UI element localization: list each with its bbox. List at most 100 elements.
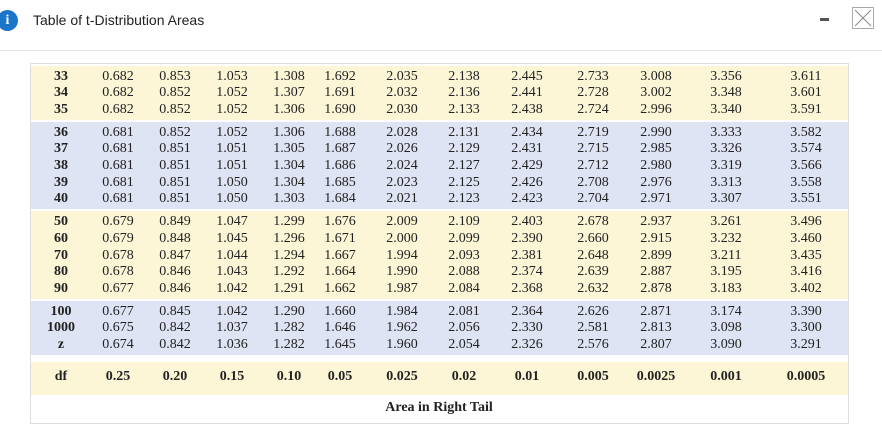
df-label: 60 — [54, 230, 68, 246]
table-cell: 2.326 — [511, 337, 543, 352]
table-cell: 1.045 — [216, 230, 248, 246]
table: 33 0.682 0.853 1.053 1.308 1.692 2.035 2.138 2.4… — [30, 63, 849, 424]
table-cell: 1.987 — [386, 280, 418, 296]
table-cell: 0.851 — [159, 141, 191, 157]
table-cell: 1.667 — [324, 247, 356, 263]
table-cell: 2.971 — [640, 191, 672, 207]
table-cell: 3.558 — [790, 174, 822, 190]
table-cell: 3.591 — [790, 101, 822, 117]
table-cell: 1.688 — [324, 124, 356, 140]
row-group — [31, 65, 848, 120]
table-cell: 1.960 — [386, 337, 418, 352]
table-cell: 2.009 — [386, 214, 418, 230]
table-cell: 0.682 — [102, 85, 134, 101]
table-cell: 2.028 — [386, 124, 418, 140]
table-cell: 3.460 — [790, 230, 822, 246]
area-header: 0.15 — [219, 369, 245, 384]
table-cell: 1.962 — [386, 320, 418, 336]
table-cell: 2.632 — [577, 280, 609, 296]
table-cell: 1.296 — [273, 230, 305, 246]
table-cell: 2.381 — [511, 247, 543, 263]
table-cell: 1.050 — [216, 191, 248, 207]
table-cell: 1.686 — [324, 158, 356, 173]
table-cell: 1.691 — [324, 85, 356, 101]
table-cell: 2.330 — [511, 320, 543, 336]
table-cell: 1.047 — [216, 214, 248, 230]
area-header: 0.001 — [710, 369, 742, 384]
table-cell: 2.719 — [577, 124, 609, 140]
df-label: 33 — [54, 68, 68, 84]
table-cell: 3.402 — [790, 280, 822, 296]
minimize-button[interactable] — [820, 18, 829, 21]
table-cell: 3.333 — [710, 124, 742, 140]
table-cell: 3.232 — [710, 230, 742, 246]
area-header: 0.25 — [105, 369, 131, 384]
table-cell: 3.326 — [710, 141, 742, 157]
table-cell: 3.601 — [790, 85, 822, 101]
table-cell: 0.852 — [159, 85, 191, 101]
table-cell: 0.677 — [102, 280, 134, 296]
table-cell: 1.984 — [386, 303, 418, 319]
table-cell: 2.813 — [640, 320, 672, 336]
table-cell: 3.174 — [710, 303, 742, 319]
table-cell: 1.044 — [216, 247, 248, 263]
table-cell: 2.127 — [448, 158, 480, 173]
df-label: 80 — [54, 264, 68, 280]
row-group — [31, 211, 848, 299]
table-cell: 2.426 — [511, 174, 543, 190]
table-cell: 0.677 — [102, 303, 134, 319]
df-label: 70 — [54, 247, 68, 263]
table-cell: 2.081 — [448, 303, 480, 319]
table-cell: 3.582 — [790, 124, 822, 140]
table-cell: 2.032 — [386, 85, 418, 101]
table-cell: 3.291 — [790, 337, 822, 352]
table-cell: 2.576 — [577, 337, 609, 352]
table-cell: 1.684 — [324, 191, 356, 207]
table-cell: 2.403 — [511, 214, 543, 230]
table-cell: 2.131 — [448, 124, 480, 140]
table-cell: 3.340 — [710, 101, 742, 117]
table-cell: 1.292 — [273, 264, 305, 280]
table-cell: 1.052 — [216, 101, 248, 117]
table-cell: 1.305 — [273, 141, 305, 157]
close-button[interactable] — [852, 7, 874, 29]
table-cell: 2.976 — [640, 174, 672, 190]
caption: Area in Right Tail — [385, 400, 493, 415]
area-header: 0.02 — [451, 369, 477, 384]
df-label: 1000 — [47, 320, 75, 336]
table-cell: 3.390 — [790, 303, 822, 319]
table-cell: 2.708 — [577, 174, 609, 190]
table-cell: 0.674 — [102, 337, 134, 352]
table-cell: 2.733 — [577, 68, 609, 84]
table-cell: 1.291 — [273, 280, 305, 296]
table-cell: 0.852 — [159, 124, 191, 140]
table-cell: 2.093 — [448, 247, 480, 263]
table-cell: 1.645 — [324, 337, 356, 352]
table-cell: 1.662 — [324, 280, 356, 296]
table-cell: 2.878 — [640, 280, 672, 296]
table-cell: 2.626 — [577, 303, 609, 319]
table-cell: 2.871 — [640, 303, 672, 319]
df-label: z — [57, 337, 65, 352]
table-cell: 0.681 — [102, 174, 134, 190]
table-cell: 2.429 — [511, 158, 543, 173]
table-cell: 1.306 — [273, 124, 305, 140]
table-cell: 2.648 — [577, 247, 609, 263]
table-cell: 1.282 — [273, 320, 305, 336]
table-cell: 0.851 — [159, 191, 191, 207]
table-cell: 2.136 — [448, 85, 480, 101]
table-cell: 1.685 — [324, 174, 356, 190]
info-icon[interactable]: i — [0, 10, 18, 31]
table-cell: 2.441 — [511, 85, 543, 101]
table-cell: 1.646 — [324, 320, 356, 336]
table-cell: 2.431 — [511, 141, 543, 157]
table-cell: 0.681 — [102, 124, 134, 140]
table-cell: 0.853 — [159, 68, 191, 84]
row-group — [31, 300, 848, 355]
area-header: 0.0005 — [786, 369, 826, 384]
table-cell: 2.937 — [640, 214, 672, 230]
table-cell: 1.690 — [324, 101, 356, 117]
header: i Table of t-Distribution Areas — [0, 0, 882, 51]
df-label: 90 — [54, 280, 68, 296]
df-label: 39 — [54, 174, 68, 190]
